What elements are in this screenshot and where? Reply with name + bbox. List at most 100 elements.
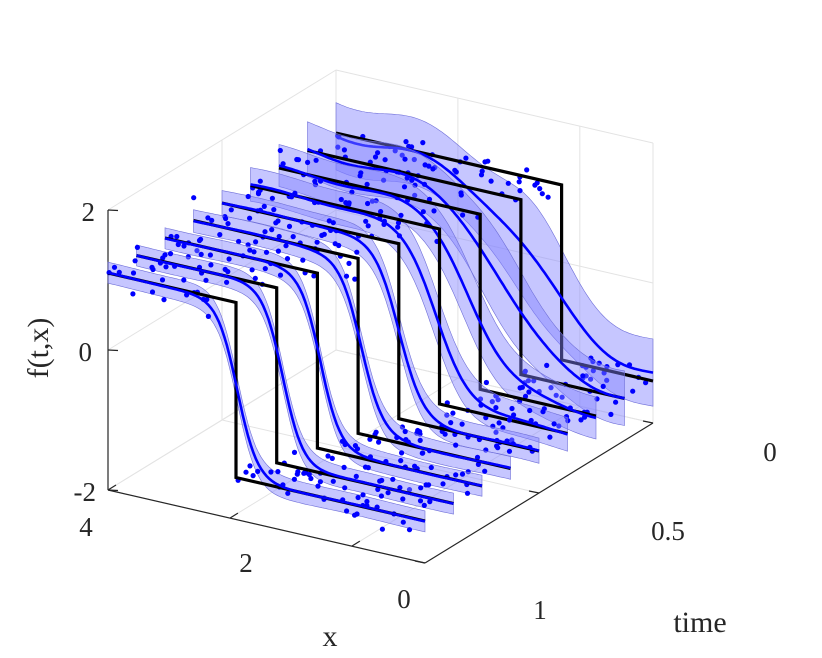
observation-point: [349, 189, 355, 195]
observation-point: [346, 260, 352, 266]
x-axis-label: x: [323, 620, 338, 653]
observation-point: [643, 380, 649, 386]
observation-point: [421, 502, 427, 508]
observation-point: [548, 385, 554, 391]
observation-point: [428, 464, 434, 471]
observation-point: [208, 262, 214, 268]
observation-point: [243, 469, 249, 475]
observation-point: [458, 192, 464, 198]
observation-point: [522, 393, 529, 399]
observation-point: [181, 277, 187, 283]
observation-point: [495, 445, 501, 451]
observation-point: [426, 448, 433, 454]
observation-point: [385, 490, 391, 496]
observation-point: [485, 158, 491, 164]
posterior-mean-line: [278, 164, 597, 420]
observation-point: [590, 368, 596, 374]
observation-point: [580, 373, 586, 379]
observation-point: [419, 450, 425, 456]
observation-point: [563, 414, 570, 420]
posterior-mean-line: [221, 201, 540, 452]
observation-point: [336, 242, 342, 249]
observation-point: [400, 519, 406, 525]
observation-point: [163, 264, 169, 270]
observation-point: [353, 473, 359, 479]
observation-point: [247, 463, 253, 469]
observation-point: [440, 481, 446, 487]
z-tick-label-mid: 0: [79, 337, 93, 367]
observation-point: [330, 220, 336, 226]
observation-point: [174, 233, 180, 240]
observation-point: [578, 417, 584, 423]
observation-point: [224, 279, 230, 285]
observation-point: [291, 476, 297, 482]
time-tick-label-0: 0: [763, 437, 777, 467]
time-axis-label: time: [673, 606, 726, 639]
time-tick-mark: [528, 490, 540, 494]
observation-point: [268, 469, 274, 475]
observation-point: [330, 478, 336, 484]
observation-point: [453, 169, 459, 175]
observation-point: [167, 251, 174, 257]
observation-point: [496, 420, 502, 426]
observation-point: [420, 209, 426, 215]
observation-point: [402, 156, 408, 162]
observation-point: [311, 273, 317, 279]
observation-point: [540, 409, 546, 415]
observation-point: [308, 475, 314, 482]
observation-point: [403, 139, 409, 145]
observation-point: [399, 450, 405, 456]
observation-point: [630, 388, 636, 394]
observation-point: [301, 470, 307, 476]
observation-point: [482, 468, 488, 474]
observation-point: [362, 464, 369, 470]
observation-point: [263, 249, 270, 255]
observation-point: [312, 182, 319, 188]
observation-point: [401, 184, 408, 190]
observation-point: [132, 258, 138, 264]
true-solution-line: [278, 166, 597, 418]
observation-point: [392, 148, 398, 154]
observation-point: [247, 215, 253, 221]
observation-point: [364, 498, 370, 505]
slice-t-1: [106, 258, 426, 533]
observation-point: [450, 410, 456, 416]
observation-point: [406, 527, 413, 533]
observation-point: [341, 147, 347, 153]
observation-point: [338, 196, 344, 203]
observation-point: [402, 428, 408, 435]
observation-point: [395, 224, 401, 230]
time-tick-mark: [414, 560, 426, 564]
x-tick-label-2: 2: [239, 548, 253, 578]
observation-point: [430, 166, 436, 172]
observation-point: [343, 273, 350, 279]
observation-point: [556, 423, 562, 429]
observation-point: [382, 157, 388, 163]
observation-point: [275, 218, 281, 224]
observation-point: [149, 264, 155, 270]
observation-point: [360, 492, 366, 498]
observation-point: [559, 394, 565, 400]
observation-point: [225, 221, 231, 227]
axes: [107, 209, 654, 564]
observation-point: [460, 212, 466, 218]
observation-point: [194, 248, 200, 254]
observation-point: [493, 429, 499, 435]
observation-point: [236, 238, 242, 245]
posterior-mean-line: [193, 219, 511, 470]
observation-point: [381, 177, 387, 183]
observation-point: [228, 207, 234, 213]
observation-point: [539, 191, 545, 197]
observation-point: [378, 493, 384, 499]
observation-point: [181, 243, 187, 249]
observation-point: [251, 249, 257, 255]
observation-point: [314, 239, 320, 245]
observation-point: [376, 439, 382, 445]
z-tick-label-bottom: -2: [74, 477, 97, 507]
observation-point: [352, 276, 358, 282]
observation-point: [551, 421, 557, 427]
observation-point: [463, 155, 469, 161]
posterior-mean-line: [250, 183, 568, 436]
observation-point: [283, 243, 289, 249]
